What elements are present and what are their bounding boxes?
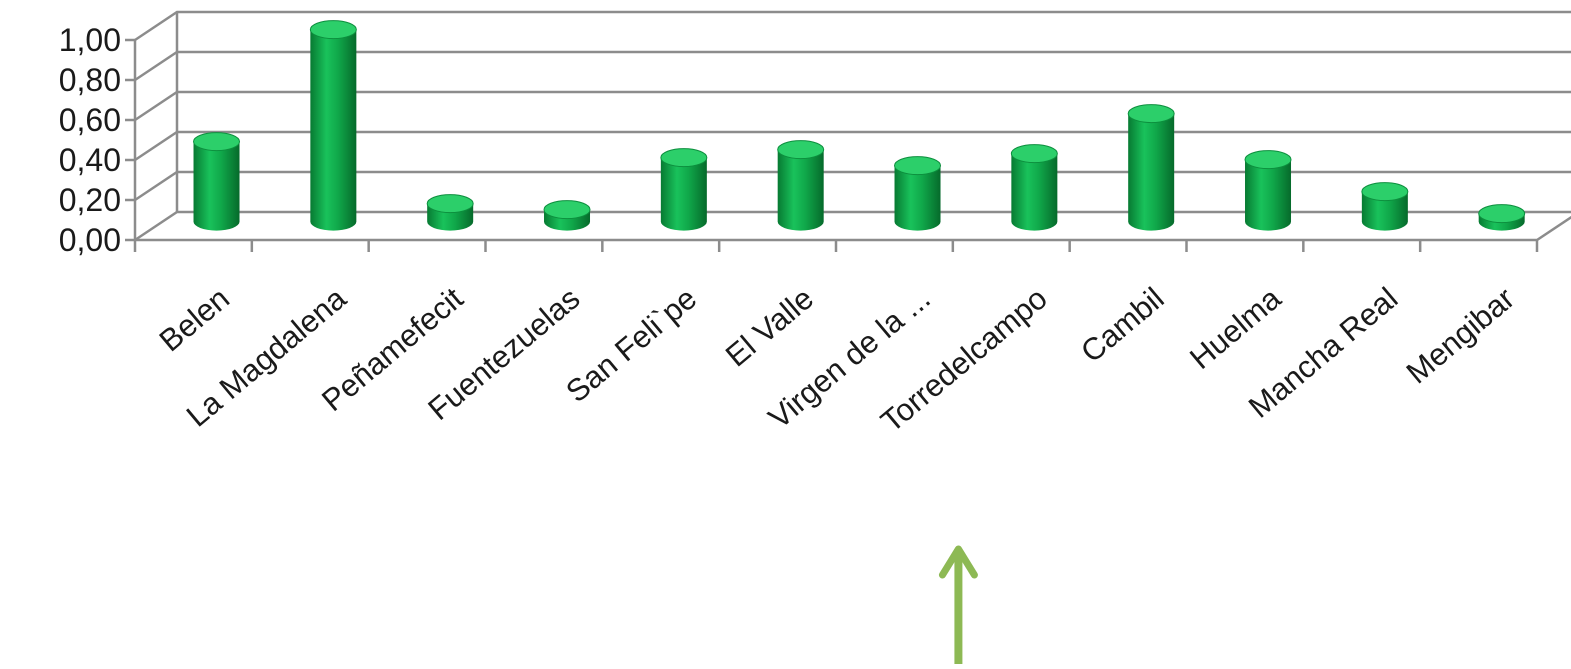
arrow-up-icon (938, 545, 978, 664)
x-tick-label: Huelma (1183, 280, 1288, 376)
y-tick-label: 0,20 (59, 182, 121, 218)
bar (777, 140, 825, 231)
bars (193, 20, 1526, 231)
x-tick-label: Cambil (1074, 281, 1170, 370)
y-tick-label: 0,40 (59, 142, 121, 178)
bar (426, 194, 474, 231)
bar (1244, 150, 1292, 231)
bar (1361, 182, 1409, 231)
bar (309, 20, 357, 231)
y-tick-label: 0,60 (59, 102, 121, 138)
x-tick-label: Belen (153, 281, 236, 359)
y-tick-label: 0,80 (59, 62, 121, 98)
bar (543, 200, 591, 231)
bar (660, 148, 708, 231)
y-tick-label: 1,00 (59, 22, 121, 58)
x-tick-label: El Valle (719, 281, 820, 374)
x-tick-label: Mengibar (1400, 281, 1522, 391)
bar (1127, 104, 1175, 231)
x-tick-label: San Feli`pe (559, 281, 703, 410)
bar (193, 132, 241, 231)
y-tick-label: 0,00 (59, 222, 121, 258)
axes (125, 12, 1571, 252)
annotation (938, 545, 978, 664)
bar (1478, 204, 1526, 231)
bar (894, 156, 942, 231)
bar (1010, 144, 1058, 231)
